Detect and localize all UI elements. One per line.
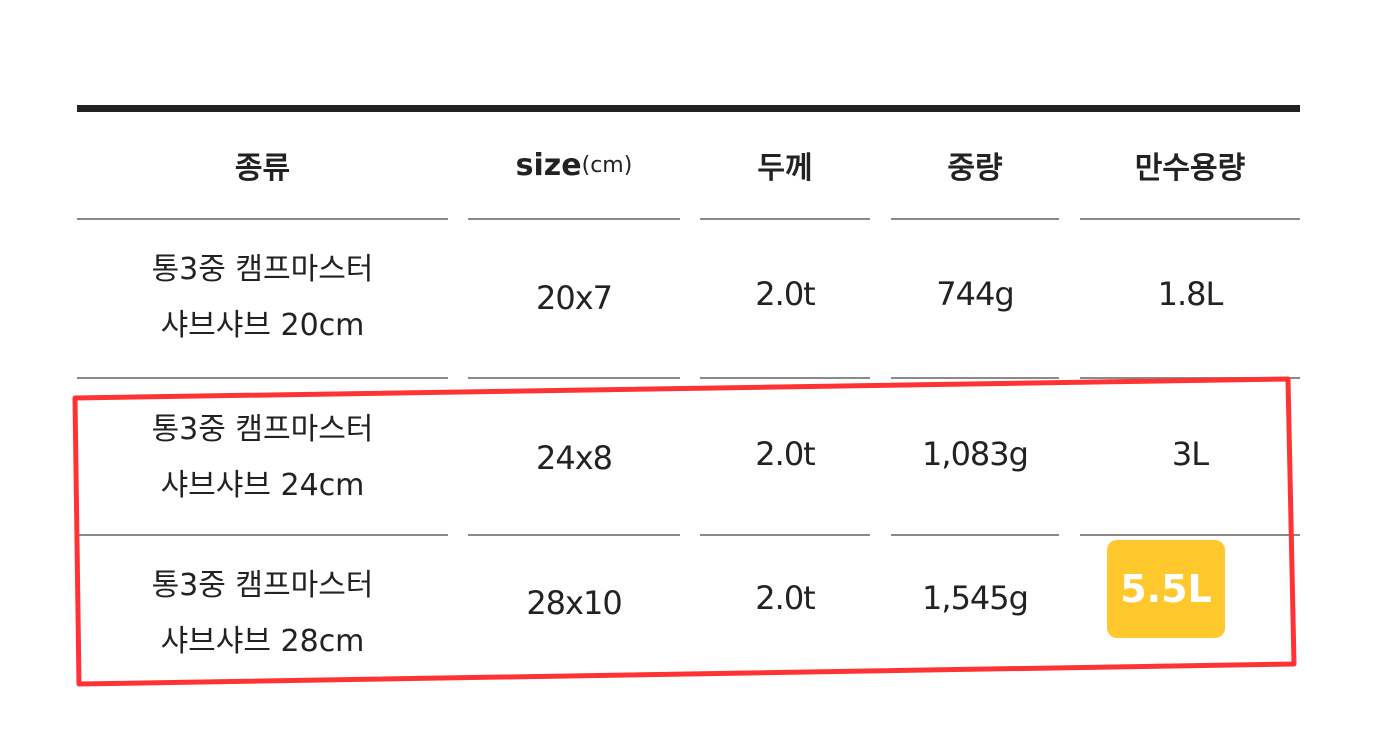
table-row-2-weight: 1,083g [922,435,1029,473]
table-row-3-name: 통3중 캠프마스터 샤브샤브 28cm [77,558,448,670]
row-divider [77,218,448,220]
table-row-3-capacity-cell: 5.5L [1107,540,1225,638]
row-divider [700,534,870,536]
header-size-unit: (cm) [581,152,633,178]
header-weight: 중량 [947,151,1003,186]
table-row-3-thickness: 2.0t [755,579,815,617]
capacity-highlight-badge: 5.5L [1107,540,1225,638]
row-divider [468,534,680,536]
table-row-1-size: 20x7 [535,279,613,317]
row-divider [891,218,1059,220]
row-divider [468,377,680,379]
row-divider [891,534,1059,536]
table-row-1-capacity: 1.8L [1157,275,1224,313]
row-divider [1080,534,1300,536]
table-row-2-size: 24x8 [535,439,613,477]
row-divider [1080,218,1300,220]
highlight-box-outline [72,376,1297,687]
row-divider [700,218,870,220]
row-divider [700,377,870,379]
row-divider [1080,377,1300,379]
header-thickness: 두께 [757,151,813,186]
table-row-1-weight: 744g [936,275,1014,313]
table-row-1-name: 통3중 캠프마스터 샤브샤브 20cm [77,240,448,356]
table-row-2-name: 통3중 캠프마스터 샤브샤브 24cm [77,402,448,514]
table-row-1-thickness: 2.0t [755,275,815,313]
name-line2: 샤브샤브 20cm [160,308,365,343]
header-size: size (cm) [468,135,680,195]
table-row-3-size: 28x10 [526,584,622,622]
table-row-2-thickness: 2.0t [755,435,815,473]
name-line2: 샤브샤브 28cm [160,624,365,659]
row-divider [77,534,448,536]
table-row-2-capacity: 3L [1171,435,1209,473]
table-row-3-weight: 1,545g [922,579,1029,617]
name-line2: 샤브샤브 24cm [160,468,365,503]
table-top-border [77,105,1300,112]
row-divider [77,377,448,379]
header-size-label: size [515,147,582,183]
row-divider [891,377,1059,379]
name-line1: 통3중 캠프마스터 [151,568,374,603]
name-line1: 통3중 캠프마스터 [151,412,374,447]
row-divider [468,218,680,220]
header-capacity: 만수용량 [1134,151,1246,186]
header-type: 종류 [234,151,291,186]
name-line1: 통3중 캠프마스터 [151,252,374,287]
